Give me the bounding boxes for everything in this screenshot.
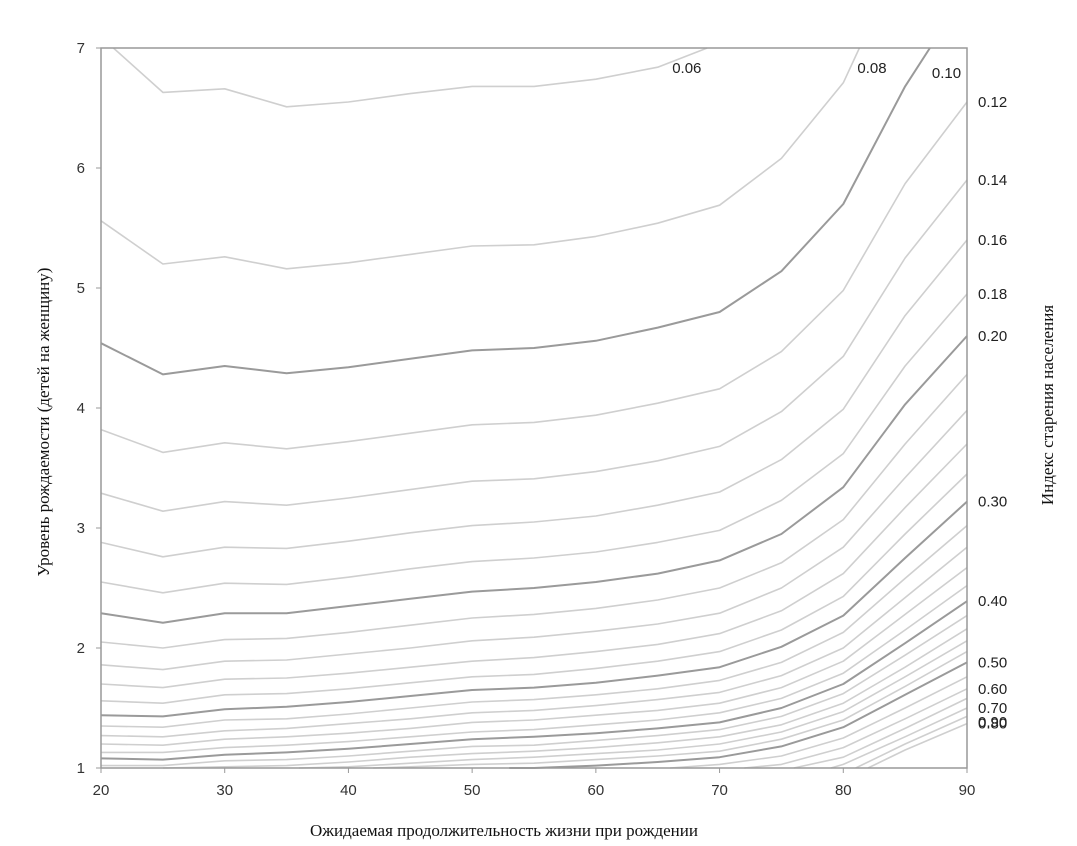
contour-line [100,47,861,270]
contour-label: 0.08 [857,60,886,77]
y-tick-label: 5 [77,280,85,297]
y-tick-label: 6 [77,160,85,177]
y-axis-title: Уровень рождаемости (детей на женщину) [34,268,53,577]
y-tick-label: 4 [77,400,85,417]
x-tick-label: 20 [93,782,110,799]
contour-line [100,293,968,594]
contour-line [100,335,968,624]
x-tick-label: 30 [216,782,233,799]
contour-line [100,546,968,738]
y-tick-label: 1 [77,760,85,777]
contour-label: 0.80 [978,716,1007,733]
contour-label: 0.70 [978,700,1007,717]
contour-line [100,566,968,747]
contour-line [100,500,968,718]
contour-line [100,47,931,376]
y2-axis-title: Индекс старения населения [1038,305,1057,505]
x-tick-label: 80 [835,782,852,799]
contour-line [373,650,968,769]
contour-line [793,697,968,769]
contour-label: 0.50 [978,654,1007,671]
contour-line [162,628,968,769]
contour-line [744,688,968,769]
contour-label: 0.90 [978,714,1007,731]
y-tick-label: 2 [77,640,85,657]
contour-label: 0.30 [978,494,1007,511]
contour-label: 0.40 [978,593,1007,610]
contour-labels: 0.06 0.08 0.10 0.12 0.14 0.16 0.18 0.20 0.30 0.40… [672,60,1007,733]
contour-label: 0.16 [978,232,1007,249]
contour-label: 0.20 [978,328,1007,345]
x-axis-ticks: 20 30 40 50 60 70 80 90 [93,768,976,799]
contour-label: 0.06 [672,60,701,77]
x-tick-label: 60 [588,782,605,799]
contour-line [100,443,968,689]
contour-lines [100,47,968,769]
contour-label: 0.60 [978,681,1007,698]
contour-line [670,676,968,769]
plot-frame [100,47,968,769]
contour-line [100,524,968,729]
y-tick-label: 3 [77,520,85,537]
y-axis-ticks: 1 2 3 4 5 6 7 [77,40,101,777]
x-tick-label: 40 [340,782,357,799]
x-tick-label: 90 [959,782,976,799]
contour-label: 0.14 [978,172,1007,189]
contour-line [830,707,968,769]
x-axis-title: Ожидаемая продолжительность жизни при ро… [310,821,698,840]
contour-line [112,47,708,108]
contour-line [101,614,968,767]
contour-line [298,640,968,769]
contour-label: 0.12 [978,94,1007,111]
contour-label: 0.10 [932,65,961,82]
contour-line [100,239,968,558]
contour-line [100,473,968,705]
contour-line [867,722,968,769]
contour-line [101,584,968,754]
x-tick-label: 70 [711,782,728,799]
contour-line [100,179,968,513]
contour-line [100,373,968,649]
contour-line [509,661,968,769]
y-tick-label: 7 [77,40,85,57]
x-tick-label: 50 [464,782,481,799]
contour-line [100,600,968,761]
contour-label: 0.18 [978,286,1007,303]
contour-line [100,101,968,454]
contour-line [100,409,968,671]
contour-line [855,715,968,769]
